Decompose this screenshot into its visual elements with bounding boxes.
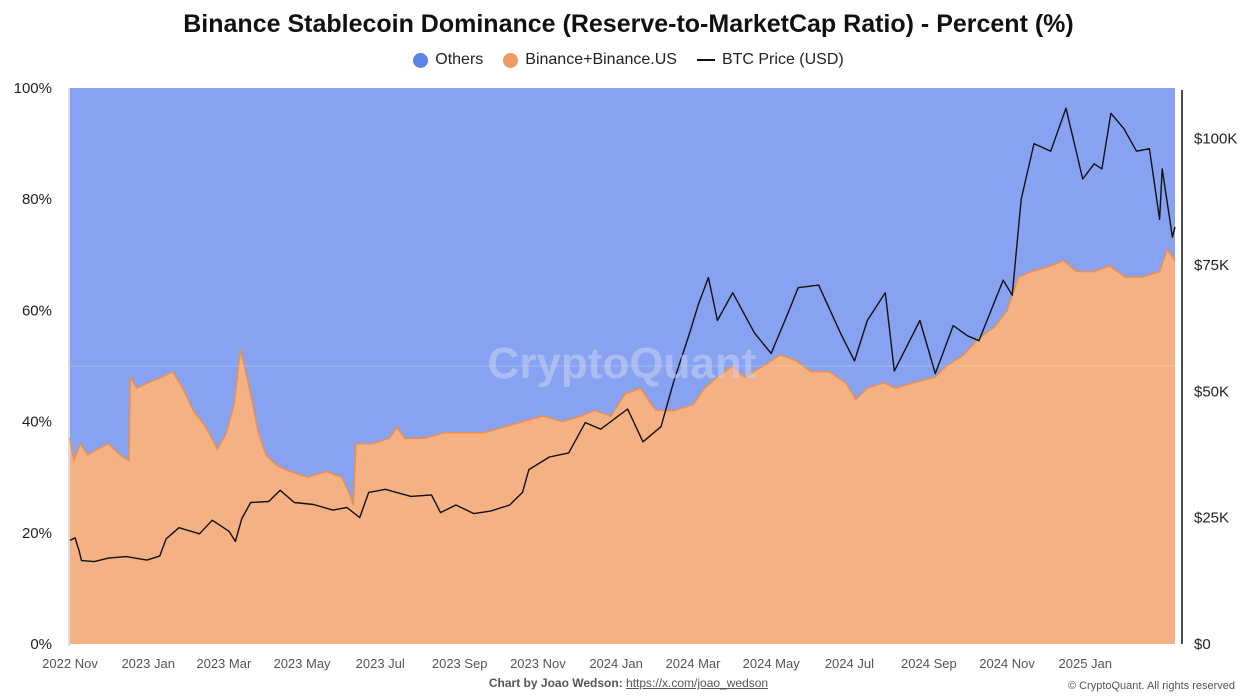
legend-label-btc: BTC Price (USD) (721, 51, 844, 68)
legend-label-binance: Binance+Binance.US (525, 51, 677, 68)
x-tick-label: 2023 Sep (432, 656, 488, 671)
right-y-axis: $0 $25K $50K $75K $100K (1194, 131, 1237, 653)
y-right-tick-label: $0 (1194, 636, 1211, 653)
x-tick-label: 2024 Mar (666, 656, 722, 671)
left-y-axis: 0% 20% 40% 60% 80% 100% (14, 80, 52, 653)
x-tick-label: 2025 Jan (1059, 656, 1113, 671)
x-tick-label: 2023 Jul (356, 656, 405, 671)
y-right-tick-label: $50K (1194, 383, 1229, 400)
legend-label-others: Others (435, 51, 484, 68)
legend-item-btc[interactable]: BTC Price (USD) (696, 51, 844, 69)
others-swatch (413, 52, 429, 68)
plot-area (68, 88, 1183, 646)
btc-price-line (69, 107, 1176, 563)
footer-link[interactable]: https://x.com/joao_wedson (626, 676, 769, 690)
copyright: © CryptoQuant. All rights reserved (1067, 680, 1235, 692)
x-tick-label: 2024 May (743, 656, 801, 671)
legend-item-binance[interactable]: Binance+Binance.US (503, 51, 677, 69)
x-tick-label: 2024 Nov (979, 656, 1035, 671)
legend: Others Binance+Binance.US BTC Price (USD… (0, 51, 1257, 69)
y-left-tick-label: 100% (14, 80, 52, 97)
y-left-tick-label: 60% (22, 302, 52, 319)
x-tick-label: 2022 Nov (42, 656, 98, 671)
x-tick-label: 2024 Jan (589, 656, 643, 671)
binance-swatch (503, 52, 519, 68)
x-tick-label: 2024 Jul (825, 656, 874, 671)
watermark: CryptoQuant (488, 339, 757, 388)
y-right-tick-label: $75K (1194, 257, 1229, 274)
y-left-tick-label: 80% (22, 191, 52, 208)
chart-title: Binance Stablecoin Dominance (Reserve-to… (183, 10, 1074, 38)
y-right-tick-label: $25K (1194, 510, 1229, 527)
x-tick-label: 2024 Sep (901, 656, 957, 671)
binance-line (69, 247, 1176, 506)
footer-by-label: Chart by Joao Wedson: (488, 676, 623, 690)
svg-text:CryptoQuant: CryptoQuant (488, 339, 757, 388)
x-tick-label: 2023 Jan (121, 656, 175, 671)
x-axis: 2022 Nov 2023 Jan 2023 Mar 2023 May 2023 Jul… (42, 656, 1112, 671)
x-tick-label: 2023 May (273, 656, 331, 671)
footer-credit: Chart by Joao Wedson: https://x.com/joao… (0, 676, 1257, 690)
y-right-tick-label: $100K (1194, 131, 1237, 148)
btc-swatch (696, 59, 715, 61)
y-left-tick-label: 0% (30, 636, 52, 653)
legend-item-others[interactable]: Others (413, 51, 483, 69)
x-tick-label: 2023 Mar (196, 656, 252, 671)
y-left-tick-label: 40% (22, 414, 52, 431)
binance-area (70, 249, 1175, 644)
x-tick-label: 2023 Nov (510, 656, 566, 671)
y-left-tick-label: 20% (22, 525, 52, 542)
